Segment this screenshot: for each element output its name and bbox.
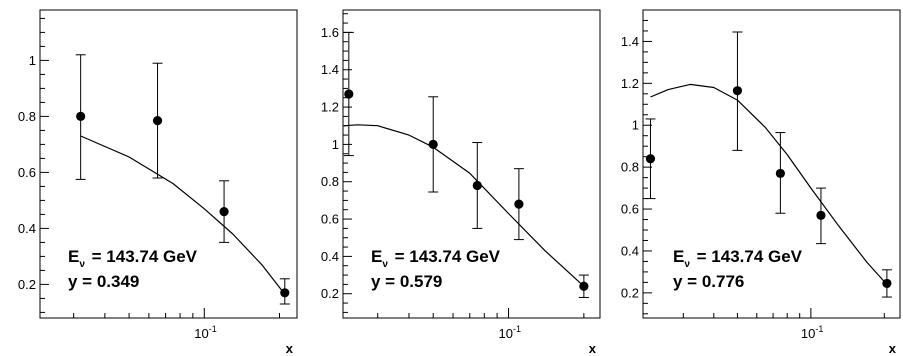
data-point — [152, 116, 163, 126]
y-tick-label: 0.6 — [621, 202, 639, 217]
data-point — [514, 199, 524, 209]
data-point — [579, 281, 589, 291]
data-point — [645, 154, 656, 164]
data-point — [816, 210, 826, 220]
panel-2: 0.2 0.4 0.6 0.8 1 1.2 1.4 1.6 10-1 x Eν = 143.74 G… — [321, 9, 601, 356]
x-tick-label: 10-1 — [801, 324, 823, 341]
x-tick-label: 10-1 — [499, 324, 521, 341]
y-tick-label: 1.4 — [621, 34, 639, 49]
y-value-label: y = 0.579 — [371, 272, 442, 291]
y-tick-label: 0.8 — [621, 160, 639, 175]
energy-label: Eν = 143.74 GeV — [673, 247, 803, 270]
y-tick-label: 0.8 — [18, 109, 36, 124]
plot-frame — [39, 9, 298, 319]
x-axis-title: x — [889, 341, 897, 356]
y-value-label: y = 0.349 — [68, 272, 139, 291]
y-tick-label: 0.2 — [18, 277, 36, 292]
y-value-label: y = 0.776 — [673, 272, 744, 291]
y-tick-label: 0.8 — [321, 174, 339, 189]
y-tick-label: 0.4 — [18, 221, 36, 236]
y-tick-label: 0.4 — [321, 249, 339, 264]
y-tick-label: 1 — [332, 137, 339, 152]
data-point — [775, 168, 785, 179]
y-tick-label: 0.6 — [18, 165, 36, 180]
plot-frame — [642, 9, 901, 319]
y-tick-label: 1 — [632, 118, 639, 133]
y-tick-label: 1.2 — [621, 76, 639, 91]
y-tick-label: 1.4 — [321, 62, 339, 77]
data-point — [219, 207, 229, 217]
data-point — [882, 278, 892, 289]
y-tick-label: 1 — [29, 53, 36, 68]
y-tick-label: 1.2 — [321, 100, 339, 115]
energy-label: Eν = 143.74 GeV — [371, 247, 501, 270]
panel-1: 0.2 0.4 0.6 0.8 1 10-1 x Eν = 143.74 GeV y = 0.3… — [18, 9, 298, 356]
y-tick-label: 0.6 — [321, 212, 339, 227]
data-point — [76, 111, 86, 121]
fit-curve — [80, 135, 286, 295]
y-tick-label: 1.6 — [321, 25, 339, 40]
fit-curve — [650, 83, 888, 285]
y-tick-label: 0.2 — [621, 285, 639, 300]
x-axis-title: x — [589, 341, 597, 356]
x-tick-label: 10-1 — [194, 324, 216, 341]
plot-frame — [342, 9, 601, 319]
y-tick-label: 0.4 — [621, 243, 639, 258]
data-point — [344, 89, 354, 99]
data-point — [472, 180, 482, 191]
data-point — [428, 139, 438, 149]
energy-label: Eν = 143.74 GeV — [68, 247, 198, 270]
panel-3: 0.2 0.4 0.6 0.8 1 1.2 1.4 10-1 x Eν = 143.74 GeV y… — [621, 9, 901, 356]
y-tick-label: 0.2 — [321, 286, 339, 301]
data-point — [732, 86, 743, 96]
x-axis-title: x — [286, 341, 294, 356]
data-point — [280, 288, 290, 298]
